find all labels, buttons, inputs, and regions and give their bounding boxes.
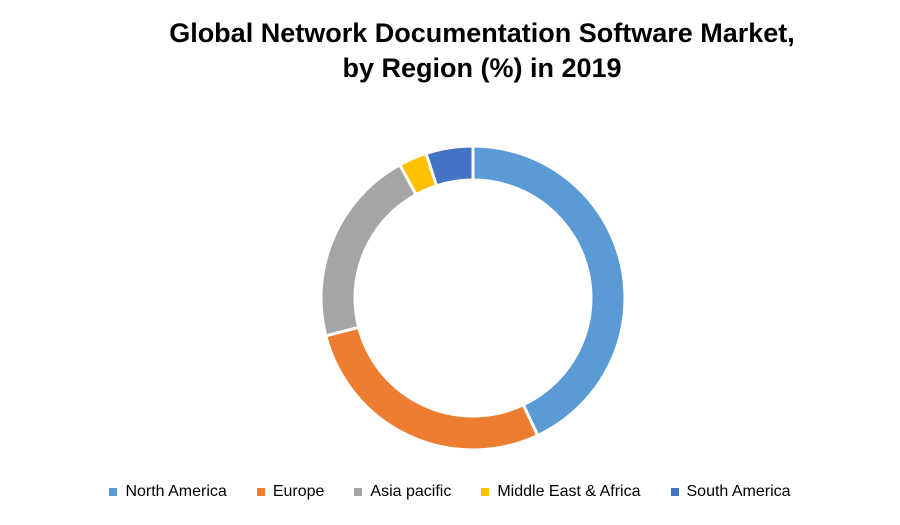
legend-swatch bbox=[109, 488, 118, 496]
donut-slice-europe bbox=[323, 325, 540, 452]
legend-item-europe: Europe bbox=[256, 483, 325, 501]
legend-label: South America bbox=[686, 483, 791, 500]
chart-title: Global Network Documentation Software Ma… bbox=[0, 16, 900, 86]
legend-label: North America bbox=[125, 483, 227, 500]
legend-swatch bbox=[670, 488, 679, 496]
legend-item-north-america: North America bbox=[109, 483, 227, 501]
donut-slice-asia-pacific bbox=[319, 162, 419, 338]
legend-swatch bbox=[354, 488, 363, 496]
donut-chart bbox=[319, 144, 627, 452]
legend-swatch bbox=[481, 488, 490, 496]
legend-label: Europe bbox=[272, 483, 325, 500]
legend-swatch bbox=[256, 488, 265, 496]
chart-title-line-1: Global Network Documentation Software Ma… bbox=[169, 18, 795, 48]
legend-item-middle-east-africa: Middle East & Africa bbox=[481, 483, 641, 501]
donut-slice-south-america bbox=[424, 144, 475, 188]
chart-title-line-2: by Region (%) in 2019 bbox=[342, 53, 622, 83]
legend: North America Europe Asia pacific Middle… bbox=[0, 483, 900, 501]
legend-item-asia-pacific: Asia pacific bbox=[354, 483, 451, 501]
legend-label: Middle East & Africa bbox=[497, 483, 641, 500]
donut-slice-north-america bbox=[471, 144, 627, 438]
legend-item-south-america: South America bbox=[670, 483, 791, 501]
legend-label: Asia pacific bbox=[370, 483, 452, 500]
